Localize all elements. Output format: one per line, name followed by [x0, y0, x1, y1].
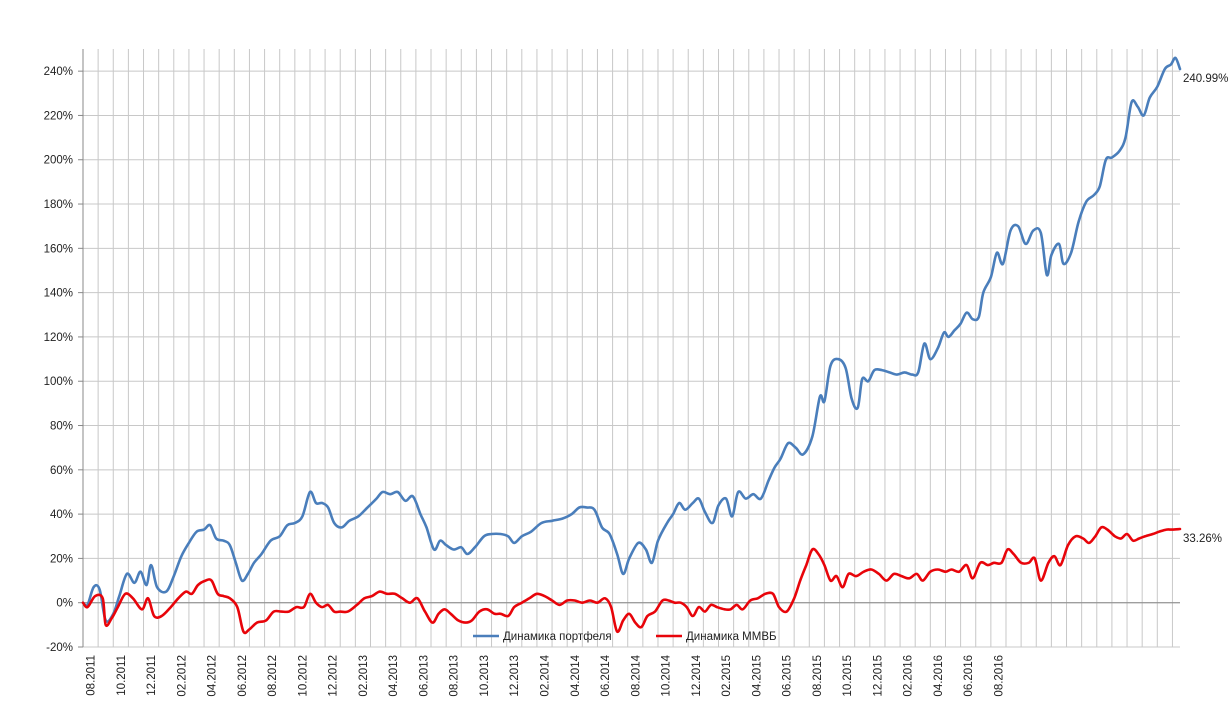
x-axis-tick-labels: 08.2011 10.2011 12.2011 02.2012 04.2012 06.20…	[86, 654, 1006, 696]
series-lines	[81, 56, 1182, 635]
y-tick-label: 160%	[44, 243, 73, 255]
series-line-portfolio	[81, 56, 1182, 623]
legend-label: Динамика ММВБ	[686, 631, 777, 643]
y-tick-label: 140%	[44, 288, 73, 300]
x-tick-label: 12.2013	[509, 655, 521, 697]
x-tick-label: 02.2013	[358, 655, 370, 697]
y-tick-label: 20%	[50, 553, 73, 565]
y-tick-label: 120%	[44, 332, 73, 344]
y-tick-label: 60%	[50, 465, 73, 477]
y-axis-tick-labels: -20% 0% 20% 40% 60% 80% 100% 120% 140% 160% 180% 20…	[44, 66, 73, 654]
x-tick-label: 10.2014	[661, 654, 673, 696]
x-tick-label: 06.2013	[418, 655, 430, 697]
x-tick-label: 06.2016	[963, 655, 975, 697]
legend-label: Динамика портфеля	[503, 631, 612, 643]
x-tick-label: 08.2015	[812, 655, 824, 697]
x-tick-label: 08.2013	[449, 655, 461, 697]
y-tick-label: -20%	[46, 642, 73, 654]
x-tick-label: 08.2016	[993, 655, 1005, 697]
end-value-label: 33.26%	[1183, 533, 1222, 545]
y-tick-label: 200%	[44, 155, 73, 167]
x-tick-label: 12.2012	[328, 655, 340, 697]
x-tick-label: 08.2011	[86, 655, 98, 696]
x-tick-label: 04.2015	[751, 655, 763, 697]
x-tick-label: 08.2014	[630, 654, 642, 696]
series-line-index	[81, 525, 1182, 635]
y-tick-label: 100%	[44, 376, 73, 388]
x-tick-label: 02.2016	[903, 655, 915, 697]
x-tick-label: 10.2012	[297, 655, 309, 697]
end-value-label: 240.99%	[1183, 73, 1228, 85]
axes	[78, 49, 1180, 648]
x-tick-label: 02.2012	[176, 655, 188, 697]
x-tick-label: 04.2013	[388, 655, 400, 697]
y-tick-label: 180%	[44, 199, 73, 211]
x-tick-label: 10.2011	[116, 655, 128, 696]
y-tick-label: 40%	[50, 509, 73, 521]
x-tick-label: 06.2015	[782, 655, 794, 697]
x-tick-label: 08.2012	[267, 655, 279, 697]
x-tick-label: 02.2015	[721, 655, 733, 697]
x-tick-label: 02.2014	[539, 654, 551, 696]
x-tick-label: 06.2012	[237, 655, 249, 697]
y-tick-label: 80%	[50, 421, 73, 433]
x-tick-label: 12.2011	[146, 655, 158, 696]
x-tick-label: 04.2012	[207, 655, 219, 697]
x-tick-label: 10.2015	[842, 655, 854, 697]
legend: Динамика портфеля Динамика ММВБ	[473, 631, 777, 643]
y-tick-label: 220%	[44, 110, 73, 122]
x-tick-label: 06.2014	[600, 654, 612, 696]
x-tick-label: 04.2014	[570, 654, 582, 696]
y-tick-label: 240%	[44, 66, 73, 78]
x-tick-label: 12.2014	[691, 654, 703, 696]
x-tick-label: 12.2015	[872, 655, 884, 697]
y-tick-label: 0%	[56, 598, 73, 610]
end-value-labels: 240.99% 33.26%	[1183, 73, 1228, 545]
x-tick-label: 10.2013	[479, 655, 491, 697]
x-tick-label: 04.2016	[933, 655, 945, 697]
